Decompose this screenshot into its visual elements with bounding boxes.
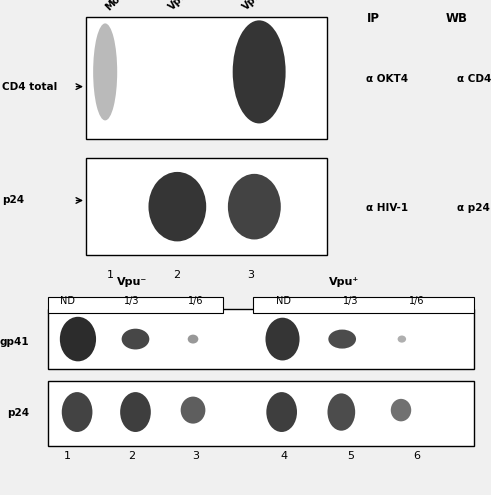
Text: 1/6: 1/6 <box>409 296 424 306</box>
Ellipse shape <box>233 20 286 123</box>
Text: 6: 6 <box>413 451 420 461</box>
Text: ND: ND <box>276 296 291 306</box>
Text: p24: p24 <box>2 196 25 205</box>
Text: α HIV-1: α HIV-1 <box>366 203 408 213</box>
Text: Vpu⁺: Vpu⁺ <box>167 0 193 12</box>
Text: 3: 3 <box>192 451 199 461</box>
Ellipse shape <box>391 399 411 421</box>
Bar <box>86 158 327 255</box>
Text: 1: 1 <box>107 270 114 280</box>
Text: CD4 total: CD4 total <box>2 82 58 92</box>
Text: 2: 2 <box>128 451 135 461</box>
Ellipse shape <box>266 392 297 432</box>
Text: 1/6: 1/6 <box>188 296 203 306</box>
Text: IP: IP <box>367 12 380 25</box>
Text: Vpu⁻: Vpu⁻ <box>241 0 267 12</box>
Bar <box>48 381 474 446</box>
Ellipse shape <box>328 330 356 348</box>
Text: Vpu⁺: Vpu⁺ <box>328 277 359 287</box>
Text: Vpu⁻: Vpu⁻ <box>116 277 147 287</box>
Text: 3: 3 <box>247 270 254 280</box>
Text: Mock: Mock <box>104 0 131 12</box>
Ellipse shape <box>228 174 281 240</box>
Bar <box>48 309 474 369</box>
Ellipse shape <box>60 317 96 361</box>
Ellipse shape <box>148 172 206 242</box>
Ellipse shape <box>93 23 117 120</box>
Text: 5: 5 <box>348 451 355 461</box>
Text: α p24: α p24 <box>457 203 490 213</box>
Text: 1/3: 1/3 <box>124 296 139 306</box>
Text: 1/3: 1/3 <box>343 296 359 306</box>
Bar <box>253 297 474 313</box>
Ellipse shape <box>398 336 406 343</box>
Text: p24: p24 <box>7 408 29 418</box>
Ellipse shape <box>122 329 149 349</box>
Ellipse shape <box>62 392 92 432</box>
Text: 2: 2 <box>173 270 180 280</box>
Text: 4: 4 <box>280 451 287 461</box>
Ellipse shape <box>327 394 355 431</box>
Ellipse shape <box>266 318 300 360</box>
Ellipse shape <box>188 335 198 344</box>
Bar <box>48 297 223 313</box>
Text: gp41: gp41 <box>0 337 29 346</box>
Ellipse shape <box>181 396 205 424</box>
Ellipse shape <box>120 392 151 432</box>
Text: 1: 1 <box>64 451 71 461</box>
Text: ND: ND <box>60 296 75 306</box>
Text: α CD4: α CD4 <box>457 74 491 84</box>
Text: WB: WB <box>446 12 467 25</box>
Bar <box>86 17 327 139</box>
Text: α OKT4: α OKT4 <box>366 74 408 84</box>
